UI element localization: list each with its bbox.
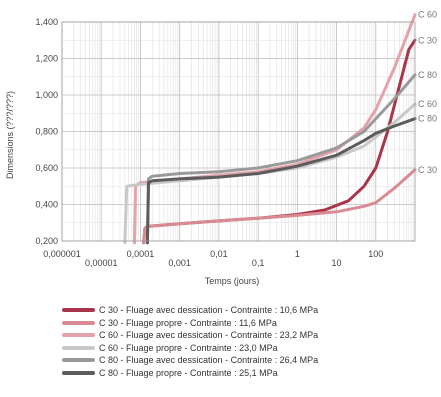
x-tick-label: 1 bbox=[295, 249, 300, 259]
series-end-label: C 60 bbox=[418, 99, 437, 109]
grid bbox=[61, 21, 415, 242]
y-tick-label: 0,200 bbox=[35, 236, 58, 246]
legend: C 30 - Fluage avec dessication - Contrai… bbox=[62, 304, 318, 379]
legend-swatch bbox=[62, 320, 95, 325]
y-tick-label: 1,200 bbox=[35, 54, 58, 64]
legend-label: C 30 - Fluage avec dessication - Contrai… bbox=[99, 305, 319, 316]
legend-item: C 80 - Fluage propre - Contrainte : 25,1… bbox=[62, 367, 318, 380]
x-axis-title: Temps (jours) bbox=[205, 276, 260, 286]
legend-swatch bbox=[62, 345, 95, 350]
legend-label: C 80 - Fluage propre - Contrainte : 25,1… bbox=[99, 367, 278, 378]
y-tick-label: 1,000 bbox=[35, 90, 58, 100]
series-end-label: C 30 bbox=[418, 35, 437, 45]
y-tick-label: 0,400 bbox=[35, 200, 58, 210]
series-layer bbox=[123, 13, 417, 245]
legend-item: C 30 - Fluage propre - Contrainte : 11,6… bbox=[62, 317, 318, 330]
legend-item: C 60 - Fluage propre - Contrainte : 23,0… bbox=[62, 342, 318, 355]
y-tick-label: 0,600 bbox=[35, 163, 58, 173]
legend-label: C 60 - Fluage propre - Contrainte : 23,0… bbox=[99, 342, 278, 353]
legend-label: C 30 - Fluage propre - Contrainte : 11,6… bbox=[99, 317, 277, 328]
y-tick-label: 1,400 bbox=[35, 17, 58, 27]
series-line-1 bbox=[142, 38, 417, 245]
plot-frame bbox=[61, 21, 416, 242]
x-tick-label: 0,000001 bbox=[43, 249, 81, 259]
legend-swatch bbox=[62, 358, 95, 363]
x-axis-ticks: 0,000001 0,00001 0,0001 0,001 0,01 0,1 1 10 100 bbox=[43, 249, 383, 268]
series-end-label: C 60 bbox=[418, 10, 437, 20]
series-end-label: C 80 bbox=[418, 114, 437, 124]
legend-label: C 80 - Fluage avec dessication - Contrai… bbox=[99, 355, 319, 366]
legend-label: C 60 - Fluage avec dessication - Contrai… bbox=[99, 330, 319, 341]
legend-swatch bbox=[62, 370, 95, 375]
x-tick-label: 0,00001 bbox=[85, 258, 118, 268]
series-end-label: C 80 bbox=[418, 70, 437, 80]
x-tick-label: 100 bbox=[368, 249, 383, 259]
creep-chart: 0,0000010,000010,00010,0010,010,1110100 … bbox=[5, 10, 437, 286]
x-tick-label: 0,01 bbox=[210, 249, 228, 259]
series-end-labels: C 60 C 30 C 80 C 60 C 80 C 30 bbox=[418, 10, 437, 175]
y-tick-label: 0,800 bbox=[35, 127, 58, 137]
legend-item: C 60 - Fluage avec dessication - Contrai… bbox=[62, 329, 318, 342]
plot-border bbox=[61, 21, 416, 242]
x-tick-label: 0,0001 bbox=[127, 249, 155, 259]
y-axis-ticks: 0,200 0,400 0,600 0,800 1,000 1,200 1,400 bbox=[35, 17, 58, 246]
series-line-6 bbox=[145, 117, 417, 245]
legend-item: C 80 - Fluage avec dessication - Contrai… bbox=[62, 354, 318, 367]
y-axis-title: Dimensions (???/???) bbox=[5, 91, 15, 179]
legend-item: C 30 - Fluage avec dessication - Contrai… bbox=[62, 304, 318, 317]
legend-swatch bbox=[62, 333, 95, 338]
x-tick-label: 0,001 bbox=[168, 258, 191, 268]
series-end-label: C 30 bbox=[418, 165, 437, 175]
series-line-3 bbox=[132, 13, 417, 245]
legend-swatch bbox=[62, 308, 95, 313]
series-line-5 bbox=[145, 73, 417, 245]
x-tick-label: 0,1 bbox=[252, 258, 265, 268]
x-tick-label: 10 bbox=[332, 258, 342, 268]
